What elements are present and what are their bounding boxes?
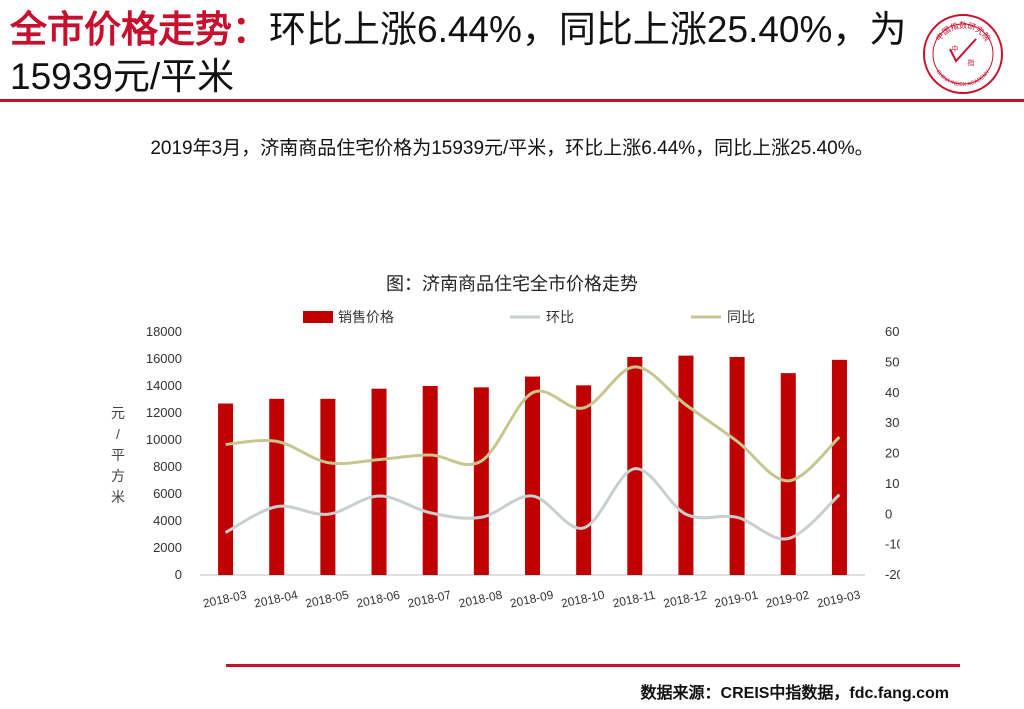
x-tick-label: 2018-04 <box>253 588 299 611</box>
x-tick-label: 2018-09 <box>509 588 555 611</box>
y-right-tick-label: 60 <box>885 324 899 339</box>
y-left-tick-label: 6000 <box>153 486 182 501</box>
y-left-tick-label: 12000 <box>146 405 182 420</box>
bar-sales-price <box>422 386 438 575</box>
bar-sales-price <box>831 359 847 575</box>
y-right-tick-label: 10 <box>885 476 899 491</box>
x-tick-label: 2019-02 <box>764 588 810 611</box>
legend-label-sales-price: 销售价格 <box>338 309 394 325</box>
bar-sales-price <box>678 355 694 575</box>
bar-sales-price <box>627 356 643 575</box>
svg-text:CHINA INDEX ACADEMY: CHINA INDEX ACADEMY <box>934 69 991 88</box>
legend-swatch-sales-price <box>303 311 333 323</box>
y-left-tick-label: 18000 <box>146 324 182 339</box>
bar-sales-price <box>576 385 592 575</box>
x-tick-label: 2018-12 <box>662 588 708 611</box>
page-title: 全市价格走势：环比上涨6.44%，同比上涨25.40%，为15939元/平米 <box>10 6 910 100</box>
x-tick-label: 2018-03 <box>202 588 248 611</box>
line-mom <box>224 467 841 541</box>
y-right-tick-label: 0 <box>885 506 892 521</box>
y-left-tick-label: 16000 <box>146 351 182 366</box>
bar-sales-price <box>218 403 234 575</box>
y-left-tick-label: 0 <box>175 567 182 582</box>
y-left-axis-label: / <box>116 426 120 442</box>
legend-label-mom: 环比 <box>546 309 574 325</box>
y-right-tick-label: 50 <box>885 354 899 369</box>
china-index-academy-logo: 中国指数研究院 CHINA INDEX ACADEMY 中 指 <box>923 14 1003 94</box>
bar-sales-price <box>729 356 745 575</box>
logo-center-right: 指 <box>968 58 975 67</box>
logo-bottom-text: CHINA INDEX ACADEMY <box>934 69 991 88</box>
y-right-tick-label: 30 <box>885 415 899 430</box>
page-title-text: 环比上涨6.44%，同比上涨25.40%，为15939元/平米 <box>10 9 907 97</box>
y-left-tick-label: 4000 <box>153 513 182 528</box>
y-right-tick-label: 40 <box>885 385 899 400</box>
svg-text:中国指数研究院: 中国指数研究院 <box>933 20 992 43</box>
y-left-tick-label: 14000 <box>146 378 182 393</box>
bar-sales-price <box>320 398 336 575</box>
y-left-axis-label: 元 <box>111 405 125 421</box>
x-tick-label: 2018-10 <box>560 588 606 611</box>
y-left-axis-label: 米 <box>111 489 125 505</box>
bar-sales-price <box>780 373 796 575</box>
y-right-tick-label: 20 <box>885 446 899 461</box>
price-trend-chart: 0 2000 4000 6000 8000 10000 12000 14000 16000 180… <box>111 309 900 611</box>
chart-title: 图：济南商品住宅全市价格走势 <box>386 274 638 294</box>
x-tick-label: 2018-11 <box>611 588 656 611</box>
x-tick-label: 2019-01 <box>713 588 759 611</box>
footer-divider <box>226 664 960 667</box>
x-tick-label: 2018-05 <box>304 588 350 611</box>
summary-text: 2019年3月，济南商品住宅价格为15939元/平米，环比上涨6.44%，同比上… <box>150 138 874 159</box>
x-tick-label: 2018-08 <box>458 588 504 611</box>
page-title-highlight: 全市价格走势： <box>10 9 269 50</box>
logo-top-text: 中国指数研究院 <box>933 20 992 43</box>
y-left-tick-label: 8000 <box>153 459 182 474</box>
legend-label-yoy: 同比 <box>727 309 755 325</box>
header-divider <box>0 99 1024 102</box>
x-tick-label: 2018-06 <box>355 588 401 611</box>
x-tick-label: 2018-07 <box>406 588 452 611</box>
y-left-axis-label: 平 <box>111 447 125 463</box>
x-tick-label: 2019-03 <box>816 588 862 611</box>
y-right-tick-label: -20 <box>885 567 900 582</box>
logo-center-left: 中 <box>952 44 959 53</box>
y-left-tick-label: 10000 <box>146 432 182 447</box>
bar-sales-price <box>269 398 285 575</box>
bar-sales-price <box>371 388 387 575</box>
bar-sales-price <box>473 387 489 575</box>
line-yoy <box>225 365 841 483</box>
bar-sales-price <box>525 376 540 575</box>
data-source: 数据来源：CREIS中指数据，fdc.fang.com <box>640 685 949 702</box>
y-left-tick-label: 2000 <box>153 540 182 555</box>
y-left-axis-label: 方 <box>111 468 125 484</box>
y-right-tick-label: -10 <box>885 537 900 552</box>
